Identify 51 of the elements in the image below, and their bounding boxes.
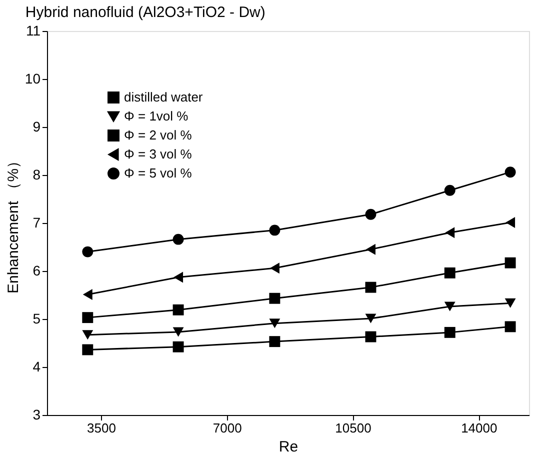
y-tick-label: 7 (32, 214, 41, 230)
legend-label: distilled water (124, 90, 204, 104)
y-tick-label: 11 (26, 22, 41, 38)
point (365, 282, 376, 293)
y-tick-label: 10 (24, 70, 41, 86)
point (366, 244, 376, 255)
point (445, 227, 455, 238)
point (444, 326, 456, 338)
point (269, 224, 280, 236)
legend-label: Φ = 1vol % (124, 108, 189, 124)
x-tick-label: 7000 (212, 420, 242, 436)
point (365, 331, 376, 342)
y-tick-label: 4 (32, 358, 41, 374)
point (444, 302, 456, 312)
point (82, 246, 94, 258)
point (172, 304, 184, 316)
x-tick-label: 14000 (461, 420, 498, 436)
point (365, 314, 376, 324)
point (172, 234, 184, 245)
x-tick-label: 10500 (335, 420, 372, 436)
point (269, 336, 280, 348)
point (269, 318, 280, 328)
point (172, 341, 184, 352)
legend-label: Φ = 5 vol % (124, 166, 192, 180)
legend-label: Φ = 3 vol % (124, 146, 192, 162)
point (444, 184, 456, 196)
y-tick-label: 8 (32, 166, 41, 182)
point (82, 344, 94, 356)
y-tick-label: 3 (32, 406, 41, 422)
point (82, 312, 94, 324)
y-tick-label: 5 (32, 310, 41, 326)
point (504, 257, 516, 268)
y-tick-label: 6 (32, 262, 41, 278)
x-axis-title: Re (278, 438, 298, 456)
point (270, 262, 280, 274)
point (504, 321, 516, 332)
legend-label: Φ = 2 vol % (124, 128, 192, 142)
y-axis-title: Enhancement （%） (4, 153, 22, 294)
point (174, 272, 184, 283)
x-tick-label: 3500 (86, 420, 116, 436)
point (172, 327, 184, 337)
point (82, 330, 94, 340)
chart-title: Hybrid nanofluid (Al2O3+TiO2 - Dw) (25, 4, 266, 21)
point (506, 217, 516, 228)
point (82, 289, 92, 300)
point (365, 208, 376, 220)
point (504, 166, 516, 178)
point (504, 298, 516, 308)
point (444, 267, 456, 278)
y-tick-label: 9 (32, 118, 41, 134)
point (269, 292, 280, 304)
